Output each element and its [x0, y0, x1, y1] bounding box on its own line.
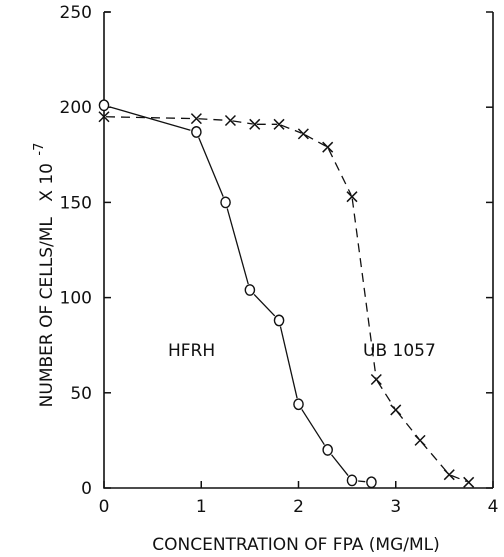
data-point-cross	[322, 141, 334, 153]
series-segment	[304, 134, 327, 147]
x-axis-title: CONCENTRATION OF FPA (MG/ML)	[152, 535, 440, 555]
y-axis-title-exponent: -7	[32, 143, 47, 156]
y-tick-label: 250	[60, 3, 92, 23]
cross-stroke	[414, 434, 426, 446]
series-label-hfrh: HFRH	[168, 341, 215, 361]
series-segment	[226, 208, 249, 285]
y-axis-title-main: NUMBER OF CELLS/ML	[37, 217, 57, 408]
data-point-cross	[224, 114, 236, 127]
data-point-cross	[249, 118, 261, 130]
series-segment	[198, 118, 229, 122]
data-point-circle	[220, 196, 231, 209]
series-segment	[420, 441, 449, 474]
x-tick-label: 2	[293, 497, 304, 517]
data-point-cross	[297, 128, 309, 140]
cross-stroke	[98, 111, 110, 123]
cross-stroke	[190, 113, 202, 125]
series-segment	[396, 411, 420, 440]
cross-stroke	[249, 118, 261, 130]
cross-stroke	[273, 118, 285, 130]
x-tick-label: 4	[488, 497, 499, 517]
data-point-cross	[370, 373, 382, 386]
data-point-cross	[190, 113, 202, 125]
axes	[103, 11, 494, 489]
y-axis-title-multiplier: X 10	[37, 163, 57, 202]
data-point-circle	[98, 99, 110, 112]
x-tick-label: 1	[196, 497, 207, 517]
y-tick-label: 50	[70, 384, 92, 404]
series-segment	[450, 474, 468, 483]
series-segment	[376, 380, 396, 409]
data-point-cross	[390, 404, 402, 416]
ticks	[103, 11, 494, 489]
cross-stroke	[322, 141, 334, 153]
cross-stroke	[463, 476, 475, 488]
data-point-circle	[273, 314, 285, 327]
series-segment	[198, 137, 224, 197]
data-point-cross	[346, 191, 358, 203]
data-point-cross	[414, 434, 426, 446]
y-axis-title-group: NUMBER OF CELLS/ML X 10 -7	[32, 143, 57, 408]
series-segment	[279, 326, 298, 399]
cross-stroke	[370, 373, 382, 386]
y-tick-label: 0	[81, 479, 92, 499]
y-tick-label: 100	[60, 289, 92, 309]
series-segment	[301, 409, 325, 446]
series-segment	[327, 148, 352, 196]
cross-stroke	[443, 469, 455, 481]
series-segment	[253, 294, 276, 317]
data-point-cross	[98, 111, 110, 123]
x-tick-label: 0	[99, 497, 110, 517]
data-point-circle	[191, 126, 202, 138]
tick-labels: 0 1 2 3 4 0 50 100 150 200 250	[60, 3, 499, 517]
cross-stroke	[224, 114, 236, 127]
data-point-cross	[273, 118, 285, 130]
series-segment	[280, 124, 302, 134]
cross-stroke	[297, 128, 309, 140]
y-tick-label: 200	[60, 98, 92, 118]
data-point-cross	[443, 469, 455, 481]
series-segment	[351, 198, 377, 378]
series-hfrh	[98, 99, 377, 489]
series-segment	[331, 454, 349, 476]
data-point-cross	[463, 476, 475, 488]
series-ub-1057	[98, 111, 475, 488]
data-point-circle	[366, 476, 377, 489]
series-segment	[358, 480, 366, 483]
data-point-circle	[322, 444, 333, 456]
cross-stroke	[390, 404, 402, 416]
cross-stroke	[346, 191, 358, 203]
x-tick-label: 3	[390, 497, 401, 517]
series-layer	[98, 99, 475, 489]
data-point-circle	[244, 284, 256, 296]
data-point-circle	[346, 474, 358, 487]
series-label-ub1057: UB 1057	[363, 341, 436, 361]
y-axis-title: NUMBER OF CELLS/ML X 10 -7	[32, 143, 57, 408]
data-point-circle	[293, 398, 304, 411]
series-segment	[232, 120, 253, 125]
series-segment	[109, 106, 191, 131]
y-tick-label: 150	[60, 193, 92, 213]
plot-frame	[103, 11, 493, 489]
